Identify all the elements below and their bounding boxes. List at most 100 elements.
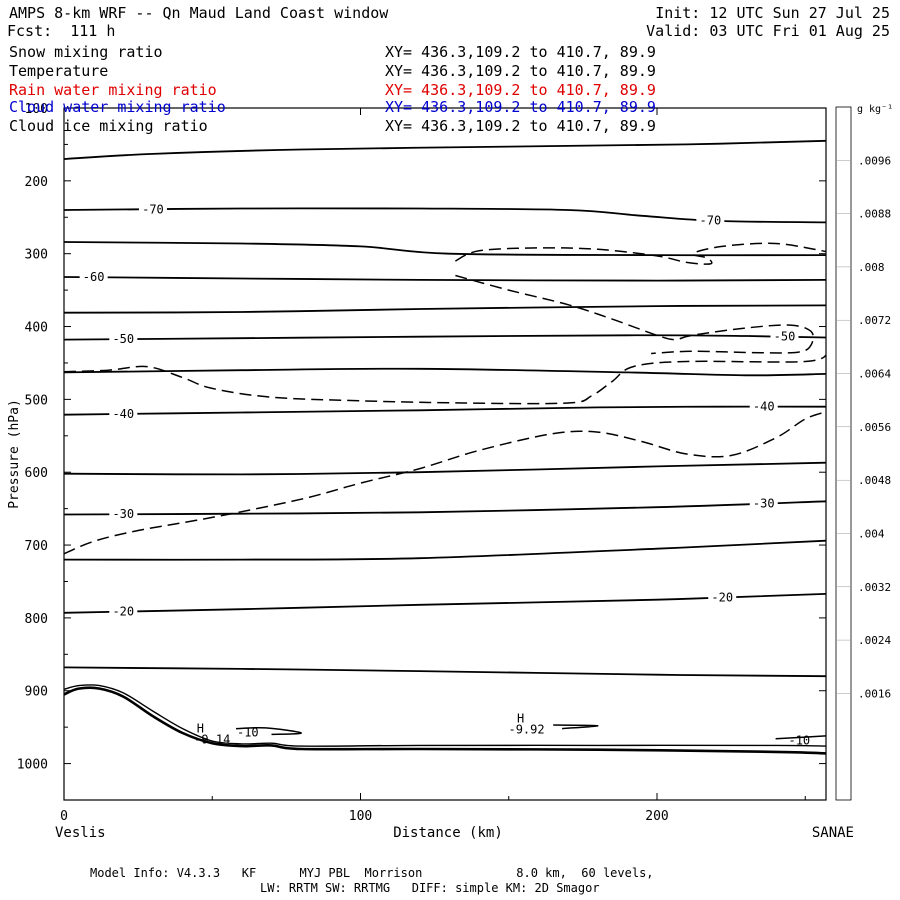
y-tick-label: 100 [25, 102, 48, 117]
chart-annotation: -10 [237, 725, 259, 739]
colorbar-label: .0056 [858, 421, 891, 434]
chart-annotation: -9.14 [194, 733, 230, 747]
isotherm-label-bg [109, 604, 138, 619]
isotherm-label-bg [708, 590, 737, 605]
y-tick-label: 200 [25, 175, 48, 190]
chart-annotation: -9.92 [508, 722, 544, 736]
isotherm-fragment [553, 724, 599, 730]
colorbar-label: .0096 [858, 154, 891, 167]
y-tick-label: 600 [25, 466, 48, 481]
isotherm-line [64, 405, 826, 416]
field-xy-rain: XY= 436.3,109.2 to 410.7, 89.9 [385, 81, 656, 99]
colorbar-label: .0064 [858, 368, 891, 381]
isotherm-label: -30 [753, 496, 775, 510]
x-tick-label: 0 [60, 809, 68, 824]
colorbar-unit: g kg⁻¹ [857, 104, 893, 115]
isotherm-line [64, 241, 826, 257]
x-axis-label: Distance (km) [393, 825, 503, 841]
isotherm-label-bg [79, 270, 108, 285]
isotherm-label-bg [109, 332, 138, 347]
isotherm-line [64, 666, 826, 678]
chart-annotation: -10 [788, 733, 810, 747]
cloud-ice-layer [64, 242, 826, 555]
isotherm-label-bg [749, 399, 778, 414]
isotherm-label: -30 [112, 507, 134, 521]
y-axis-label: Pressure (hPa) [7, 399, 22, 509]
cloud-ice-contour [455, 242, 826, 265]
y-tick-label: 700 [25, 539, 48, 554]
field-name-temperature: Temperature [9, 62, 109, 80]
isotherm-label-bg [749, 496, 778, 511]
isotherm-label: -60 [83, 270, 105, 284]
chart-annotation: H [517, 711, 524, 725]
isotherm-fragment [775, 735, 826, 740]
chart-title: AMPS 8-km WRF -- Qn Maud Land Coast wind… [9, 4, 389, 22]
cloud-ice-contour [455, 274, 814, 355]
colorbar-label: .0048 [858, 474, 891, 487]
isotherm-label-bg [770, 329, 799, 344]
colorbar-frame [835, 106, 852, 801]
colorbar-label: .0016 [858, 687, 891, 700]
cloud-ice-contour [64, 353, 826, 405]
isotherm-fragment [235, 726, 302, 736]
colorbar-label: .0088 [858, 208, 891, 221]
cloud-ice-contour [64, 411, 826, 555]
model-info-line1: Model Info: V4.3.3 KF MYJ PBL Morrison 8… [90, 866, 654, 880]
y-tick-label: 500 [25, 393, 48, 408]
field-name-cloud-ice: Cloud ice mixing ratio [9, 117, 208, 135]
chart-annotation: H [197, 722, 204, 736]
valid-time: Valid: 03 UTC Fri 01 Aug 25 [646, 22, 890, 40]
isotherm-label: -70 [700, 213, 722, 227]
field-name-cloud-water: Cloud water mixing ratio [9, 98, 226, 116]
terrain-surface [64, 686, 826, 755]
isotherm-line [64, 367, 826, 377]
model-info-line2: LW: RRTM SW: RRTMG DIFF: simple KM: 2D S… [260, 881, 600, 895]
y-tick-label: 400 [25, 321, 48, 336]
isotherm-label-bg [696, 213, 725, 228]
isotherm-label-bg [109, 406, 138, 421]
field-xy-cloud-ice: XY= 436.3,109.2 to 410.7, 89.9 [385, 117, 656, 135]
colorbar-label: .0024 [858, 634, 891, 647]
y-tick-label: 800 [25, 612, 48, 627]
isotherm-label: -50 [774, 330, 796, 344]
isotherm-label-bg [138, 202, 167, 217]
isotherm-line [64, 334, 826, 341]
field-name-rain: Rain water mixing ratio [9, 81, 217, 99]
x-end-label-right: SANAE [812, 825, 854, 841]
isotherm-line [64, 539, 826, 561]
x-end-label-left: Veslis [55, 825, 106, 841]
field-name-snow: Snow mixing ratio [9, 43, 163, 61]
field-xy-temperature: XY= 436.3,109.2 to 410.7, 89.9 [385, 62, 656, 80]
isotherm-label: -40 [112, 407, 134, 421]
terrain-layer [64, 684, 826, 755]
isotherm-label: -40 [753, 400, 775, 414]
init-time: Init: 12 UTC Sun 27 Jul 25 [655, 4, 890, 22]
annotation-layer: -70 -70 -60 -50 -50 -40 -40 -30 -30 -20 -20 -10 -10 H… [79, 202, 810, 747]
colorbar-label: .004 [858, 528, 885, 541]
y-tick-label: 1000 [17, 758, 48, 773]
isotherm-line [64, 461, 826, 476]
colorbar-label: .0032 [858, 581, 891, 594]
x-tick-label: 200 [645, 809, 668, 824]
isotherm-label: -50 [112, 332, 134, 346]
plot-frame [63, 107, 827, 801]
x-tick-label: 100 [349, 809, 372, 824]
colorbar: g kg⁻¹ .0096 .0088 .008 .0072 .0064 .0056 .004… [835, 104, 893, 801]
y-tick-label: 300 [25, 248, 48, 263]
field-xy-snow: XY= 436.3,109.2 to 410.7, 89.9 [385, 43, 656, 61]
isotherm-line [64, 500, 826, 516]
isotherm-label: -20 [112, 605, 134, 619]
terrain-outline [64, 684, 826, 747]
axis-layer: 100 200 300 400 500 600 700 800 900 1000 0 100 200 [17, 102, 826, 824]
field-xy-cloud-water: XY= 436.3,109.2 to 410.7, 89.9 [385, 98, 656, 116]
forecast-hour: Fcst: 111 h [7, 22, 116, 40]
isotherm-label-bg [109, 507, 138, 522]
isotherm-label: -20 [711, 590, 733, 604]
colorbar-label: .008 [858, 261, 885, 274]
isotherm-line [64, 276, 826, 282]
isotherm-line [64, 139, 826, 160]
colorbar-label: .0072 [858, 314, 891, 327]
isotherm-label: -70 [142, 202, 164, 216]
isotherm-line [64, 304, 826, 314]
